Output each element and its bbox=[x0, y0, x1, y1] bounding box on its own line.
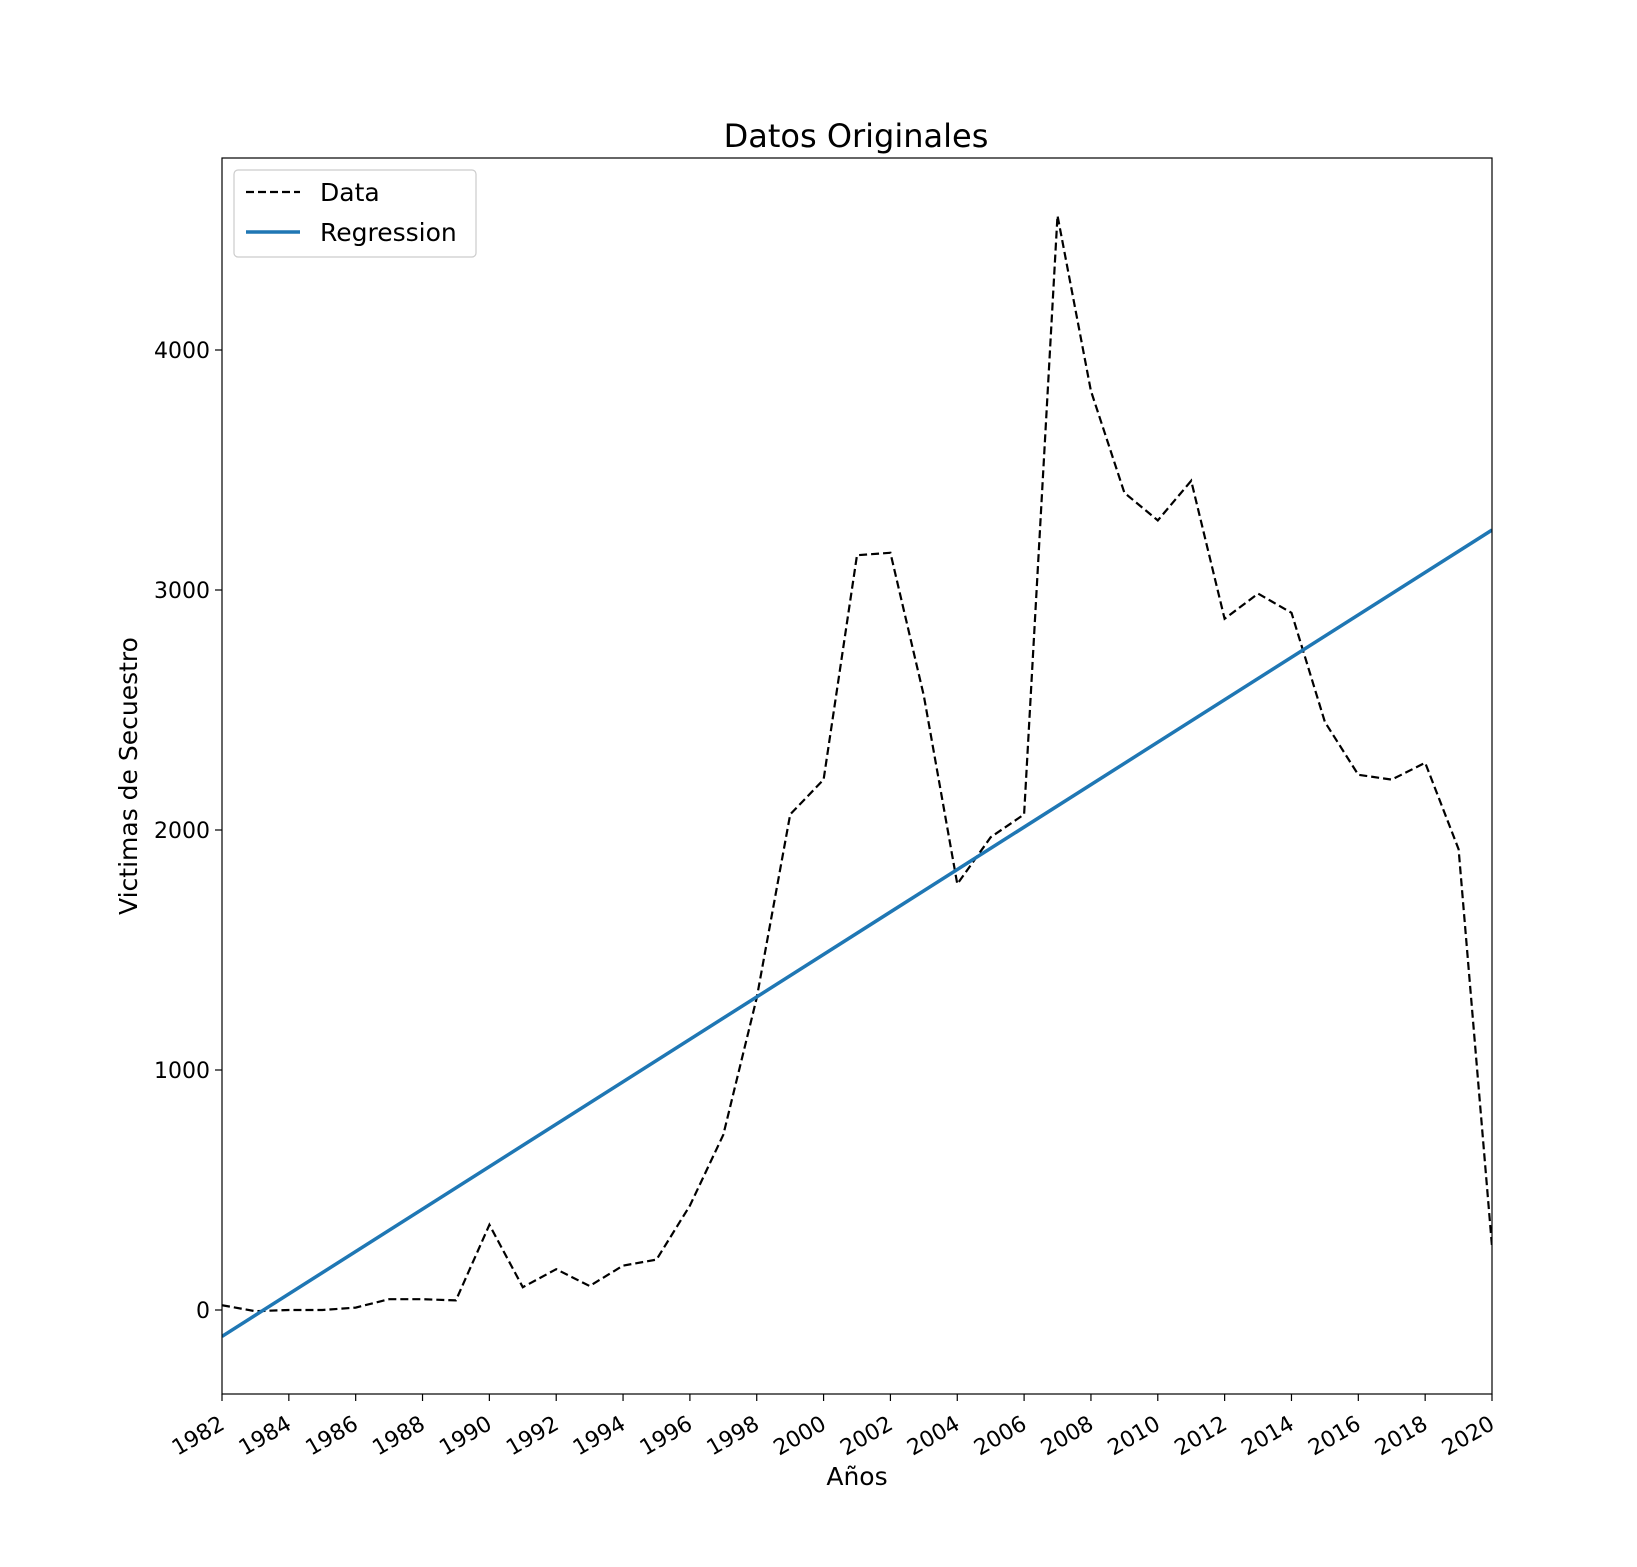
chart-title: Datos Originales bbox=[724, 117, 989, 155]
series-line-regression bbox=[222, 528, 1492, 1338]
y-tick-label: 1000 bbox=[154, 1059, 210, 1084]
plot-area bbox=[222, 158, 1492, 1394]
y-tick-label: 3000 bbox=[154, 579, 210, 604]
legend: Data Regression bbox=[233, 169, 477, 258]
series-line-data bbox=[222, 215, 1492, 1313]
x-axis-label: Años bbox=[826, 1462, 887, 1491]
y-tick-label: 4000 bbox=[154, 339, 210, 364]
y-axis-label: Victimas de Secuestro bbox=[114, 637, 143, 915]
series-layer bbox=[222, 215, 1492, 1338]
y-tick-label: 2000 bbox=[154, 819, 210, 844]
y-axis-ticks: 0 1000 2000 3000 4000 bbox=[154, 339, 222, 1324]
plot-frame bbox=[221, 157, 1493, 1395]
y-tick-label: 0 bbox=[196, 1299, 210, 1324]
legend-data-label: Data bbox=[320, 178, 380, 207]
legend-regression-label: Regression bbox=[320, 218, 457, 247]
